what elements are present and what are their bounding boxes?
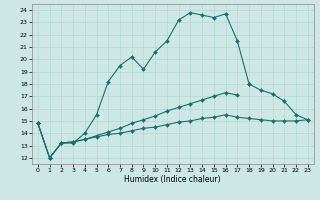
X-axis label: Humidex (Indice chaleur): Humidex (Indice chaleur) xyxy=(124,175,221,184)
